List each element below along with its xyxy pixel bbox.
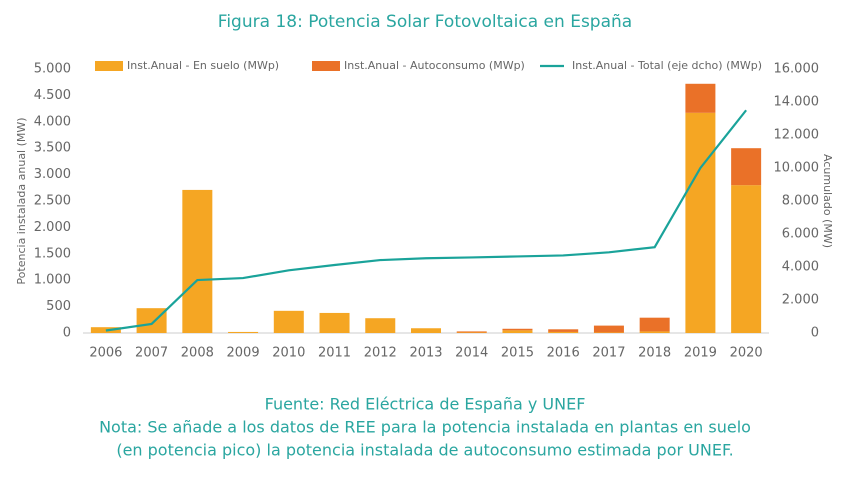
x-tick-label: 2007 bbox=[135, 346, 168, 361]
y-tick-label: 500 bbox=[46, 299, 71, 314]
bar bbox=[502, 328, 533, 331]
bar bbox=[136, 308, 167, 333]
y-axis-label: Potencia instalada anual (MW) bbox=[15, 117, 28, 284]
bar bbox=[273, 310, 304, 333]
bar bbox=[639, 317, 670, 332]
source: Fuente: Red Eléctrica de España y UNEF bbox=[265, 395, 586, 414]
y2-tick-label: 2.000 bbox=[782, 293, 819, 308]
x-tick-label: 2020 bbox=[730, 346, 763, 361]
bar bbox=[456, 332, 487, 333]
x-tick-label: 2015 bbox=[501, 346, 534, 361]
note: Nota: Se añade a los datos de REE para l… bbox=[99, 418, 751, 437]
y-tick-label: 5.000 bbox=[34, 62, 71, 77]
y2-tick-label: 4.000 bbox=[782, 260, 819, 275]
legend-label: Inst.Anual - Autoconsumo (MWp) bbox=[344, 59, 525, 72]
legend-label: Inst.Anual - En suelo (MWp) bbox=[127, 59, 279, 72]
y2-tick-label: 14.000 bbox=[774, 95, 820, 110]
x-tick-label: 2016 bbox=[547, 346, 580, 361]
bar bbox=[731, 148, 762, 186]
x-tick-label: 2014 bbox=[455, 346, 488, 361]
bar bbox=[639, 331, 670, 333]
bar bbox=[228, 331, 259, 333]
y2-axis-label: Acumulado (MW) bbox=[821, 154, 834, 248]
x-tick-label: 2010 bbox=[272, 346, 305, 361]
y2-tick-label: 6.000 bbox=[782, 227, 819, 242]
bar bbox=[685, 83, 716, 113]
x-tick-label: 2008 bbox=[181, 346, 214, 361]
x-tick-label: 2011 bbox=[318, 346, 351, 361]
y-tick-label: 0 bbox=[63, 326, 71, 341]
bar bbox=[685, 112, 716, 333]
bar bbox=[593, 325, 624, 333]
x-tick-label: 2017 bbox=[592, 346, 625, 361]
legend-swatch bbox=[95, 61, 123, 71]
bar bbox=[411, 328, 441, 333]
y-tick-label: 4.000 bbox=[34, 114, 71, 129]
bar bbox=[593, 332, 624, 333]
y2-tick-label: 12.000 bbox=[774, 128, 820, 143]
bar bbox=[731, 185, 762, 333]
y2-tick-label: 8.000 bbox=[782, 194, 819, 209]
legend-swatch bbox=[312, 61, 340, 71]
bar bbox=[365, 318, 396, 333]
y-tick-label: 3.500 bbox=[34, 141, 71, 156]
x-tick-label: 2012 bbox=[364, 346, 397, 361]
bar bbox=[548, 329, 579, 332]
y-tick-label: 1.500 bbox=[34, 246, 71, 261]
y-tick-label: 4.500 bbox=[34, 88, 71, 103]
y-tick-label: 3.000 bbox=[34, 167, 71, 182]
note: (en potencia pico) la potencia instalada… bbox=[116, 441, 733, 460]
y-tick-label: 2.000 bbox=[34, 220, 71, 235]
y2-tick-label: 16.000 bbox=[774, 62, 820, 77]
bar bbox=[182, 189, 213, 333]
line bbox=[105, 109, 747, 332]
bar bbox=[502, 330, 533, 333]
bar bbox=[548, 331, 579, 333]
y-tick-label: 1.000 bbox=[34, 273, 71, 288]
bar bbox=[319, 312, 350, 333]
y-tick-label: 2.500 bbox=[34, 194, 71, 209]
legend-label: Inst.Anual - Total (eje dcho) (MWp) bbox=[572, 59, 762, 72]
y2-tick-label: 10.000 bbox=[774, 161, 820, 176]
x-tick-label: 2009 bbox=[227, 346, 260, 361]
x-tick-label: 2013 bbox=[409, 346, 442, 361]
x-tick-label: 2018 bbox=[638, 346, 671, 361]
x-tick-label: 2019 bbox=[684, 346, 717, 361]
y2-tick-label: 0 bbox=[811, 326, 819, 341]
chart-title: Figura 18: Potencia Solar Fotovoltaica e… bbox=[218, 12, 632, 32]
bar bbox=[456, 331, 487, 333]
x-tick-label: 2006 bbox=[89, 346, 122, 361]
